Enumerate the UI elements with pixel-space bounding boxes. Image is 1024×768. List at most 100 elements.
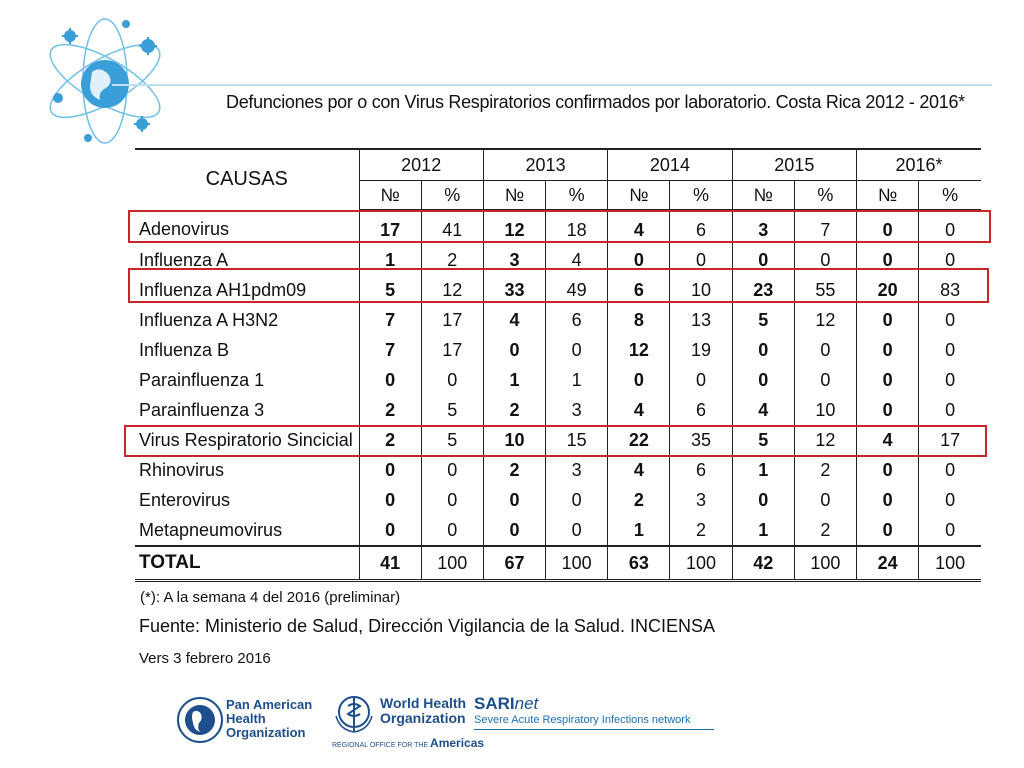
count-cell: 0 [855,515,919,546]
percent-cell: 12 [793,305,857,335]
year-header: 2014 [607,148,733,181]
count-cell: 4 [607,210,670,245]
percent-cell: 100 [793,545,857,582]
who-region: REGIONAL OFFICE FOR THE Americas [332,736,485,750]
percent-cell: 6 [669,395,733,425]
count-cell: 0 [855,305,919,335]
total-row: TOTAL 41 100 67 100 63 100 42 100 24 100 [135,545,981,582]
percent-cell: 41 [420,210,484,245]
percent-cell: 2 [669,515,733,546]
count-cell: 0 [607,245,670,275]
table-row: Influenza AH1pdm09 5 12 33 49 6 10 23 55 20 83 [135,275,981,305]
count-cell: 4 [607,395,670,425]
percent-header: % [793,180,857,211]
count-cell: 2 [482,395,546,425]
count-cell: 17 [358,210,422,245]
table-row: Influenza A H3N2 7 17 4 6 8 13 5 12 0 0 [135,305,981,335]
percent-cell: 0 [918,485,981,515]
cause-cell: Metapneumovirus [139,519,283,540]
percent-cell: 0 [918,365,981,395]
percent-cell: 15 [545,425,608,455]
count-cell: 42 [731,545,795,582]
count-cell: 7 [358,305,422,335]
table-row: Adenovirus 17 41 12 18 4 6 3 7 0 0 [135,210,981,245]
count-cell: 67 [482,545,546,582]
table-row: Rhinovirus 0 0 2 3 4 6 1 2 0 0 [135,455,981,485]
percent-cell: 12 [420,275,484,305]
percent-cell: 3 [669,485,733,515]
source-line: Fuente: Ministerio de Salud, Dirección V… [139,616,715,636]
cause-cell: Influenza A [139,249,229,270]
percent-cell: 1 [545,365,608,395]
count-cell: 12 [482,210,546,245]
percent-header: % [420,180,484,211]
percent-cell: 0 [545,485,608,515]
cause-cell: TOTAL [135,545,359,582]
count-cell: 22 [607,425,670,455]
count-cell: 0 [731,365,795,395]
paho-logo: Pan American Health Organization [176,692,326,748]
count-cell: 24 [855,545,919,582]
count-cell: 4 [855,425,919,455]
count-cell: 7 [358,335,422,365]
sarinet-logo: SARInet Severe Acute Respiratory Infecti… [474,694,714,738]
count-cell: 10 [482,425,546,455]
cause-cell: Influenza A H3N2 [139,309,279,330]
percent-header: % [669,180,733,211]
count-cell: 1 [358,245,422,275]
count-header: № [482,180,546,211]
percent-cell: 49 [545,275,608,305]
page-title: Defunciones por o con Virus Respiratorio… [226,92,965,112]
count-cell: 0 [482,485,546,515]
percent-cell: 0 [793,485,857,515]
percent-cell: 17 [420,305,484,335]
count-cell: 2 [482,455,546,485]
percent-cell: 5 [420,395,484,425]
cause-cell: Influenza B [139,339,230,360]
count-cell: 1 [731,515,795,546]
year-header: 2015 [731,148,857,181]
count-cell: 0 [358,485,422,515]
year-header: 2016* [856,148,981,181]
percent-cell: 0 [918,395,981,425]
percent-cell: 100 [918,545,981,582]
causes-header: CAUSAS [135,148,359,211]
version-line: Vers 3 febrero 2016 [139,650,271,667]
percent-cell: 19 [669,335,733,365]
percent-cell: 5 [420,425,484,455]
count-cell: 5 [731,305,795,335]
count-cell: 3 [482,245,546,275]
percent-cell: 0 [918,335,981,365]
count-cell: 5 [731,425,795,455]
percent-cell: 0 [669,365,733,395]
paho-name: Pan American Health Organization [226,697,313,740]
who-name: World Health Organization [380,695,467,726]
sarinet-tagline: Severe Acute Respiratory Infections netw… [474,714,714,730]
count-cell: 5 [358,275,422,305]
table-row: Influenza B 7 17 0 0 12 19 0 0 0 0 [135,335,981,365]
title-rule [112,84,992,86]
count-cell: 1 [607,515,670,546]
count-cell: 1 [482,365,546,395]
percent-cell: 18 [545,210,608,245]
count-header: № [358,180,422,211]
count-cell: 0 [855,335,919,365]
count-cell: 0 [607,365,670,395]
percent-cell: 2 [420,245,484,275]
percent-cell: 55 [793,275,857,305]
count-cell: 2 [358,425,422,455]
cause-cell: Parainfluenza 1 [139,369,265,390]
cause-cell: Parainfluenza 3 [139,399,265,420]
count-cell: 2 [607,485,670,515]
percent-cell: 2 [793,515,857,546]
percent-cell: 4 [545,245,608,275]
percent-cell: 0 [793,335,857,365]
cause-cell: Influenza AH1pdm09 [139,279,307,300]
count-header: № [607,180,670,211]
who-emblem-icon [335,696,373,733]
count-cell: 0 [731,245,795,275]
percent-cell: 0 [918,515,981,546]
year-header: 2012 [358,148,484,181]
flu-network-emblem [49,18,161,144]
